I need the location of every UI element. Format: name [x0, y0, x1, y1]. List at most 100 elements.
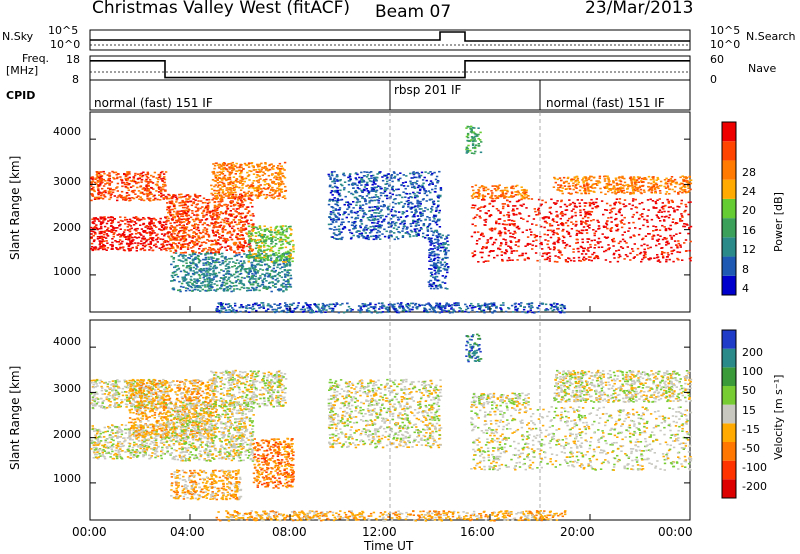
power-scatter-point [607, 217, 610, 219]
power-scatter-point [264, 162, 267, 164]
power-scatter-point [481, 251, 484, 254]
power-scatter-point [374, 209, 377, 211]
power-scatter-point [222, 240, 226, 242]
power-scatter-point [170, 247, 173, 250]
power-scatter-point [288, 256, 292, 258]
power-scatter-point [471, 252, 474, 254]
power-scatter-point [386, 183, 389, 185]
power-scatter-point [178, 210, 182, 213]
power-scatter-point [587, 238, 591, 240]
power-scatter-point [667, 202, 671, 204]
power-scatter-point [414, 205, 417, 207]
power-scatter-point [431, 251, 434, 254]
power-scatter-point [229, 192, 232, 194]
power-scatter-point [100, 192, 103, 195]
power-scatter-point [104, 196, 107, 198]
power-scatter-point [143, 242, 146, 244]
power-scatter-point [258, 225, 262, 227]
power-scatter-point [199, 253, 203, 255]
power-scatter-point [274, 261, 278, 264]
power-scatter-point [120, 195, 123, 197]
power-scatter-point [387, 213, 390, 216]
power-scatter-point [426, 234, 429, 236]
power-scatter-point [592, 219, 595, 221]
power-scatter-point [553, 246, 556, 248]
power-scatter-point [442, 242, 445, 244]
power-scatter-point [408, 235, 412, 238]
power-scatter-point [217, 251, 220, 254]
power-scatter-point [287, 272, 291, 274]
power-scatter-point [250, 170, 253, 173]
power-scatter-point [238, 251, 241, 254]
vel-cb-tick-200: 200 [742, 346, 763, 359]
power-scatter-point [160, 243, 163, 246]
xtick-3: 12:00 [362, 525, 397, 539]
power-scatter-point [175, 244, 179, 247]
power-scatter-point [491, 243, 494, 246]
power-scatter-point [259, 240, 263, 243]
power-scatter-point [516, 207, 519, 210]
power-scatter-point [97, 193, 100, 196]
power-scatter-point [386, 197, 389, 200]
power-scatter-point [220, 164, 223, 167]
power-scatter-point [433, 277, 437, 279]
power-scatter-point [365, 171, 369, 173]
power-scatter-point [274, 236, 277, 239]
power-scatter-point [653, 257, 656, 259]
power-scatter-point [488, 203, 491, 205]
power-scatter-point [214, 210, 217, 212]
power-scatter-point [175, 269, 179, 271]
power-scatter-point [342, 188, 346, 191]
power-scatter-point [278, 170, 282, 172]
power-scatter-point [202, 216, 205, 218]
power-scatter-point [162, 177, 165, 180]
power-scatter-point [202, 249, 206, 251]
power-scatter-point [283, 264, 286, 266]
power-scatter-point [332, 217, 335, 220]
power-scatter-point [210, 248, 213, 251]
power-scatter-point [97, 196, 100, 199]
power-scatter-point [183, 230, 186, 233]
power-scatter-point [247, 210, 251, 213]
power-scatter-point [147, 189, 151, 192]
power-scatter-point [240, 169, 243, 172]
power-scatter-point [445, 237, 449, 239]
power-scatter-point [619, 202, 622, 205]
power-scatter-point [672, 218, 675, 220]
power-scatter-point [104, 218, 107, 220]
power-scatter-point [256, 239, 259, 241]
power-scatter-point [152, 222, 155, 224]
power-scatter-point [247, 162, 251, 164]
power-scatter-point [206, 260, 209, 263]
power-scatter-point [380, 209, 383, 211]
power-scatter-point [174, 250, 178, 252]
power-scatter-point [265, 249, 268, 251]
power-scatter-point [358, 176, 361, 179]
power-scatter-point [262, 241, 266, 243]
power-scatter-point [153, 232, 156, 234]
power-scatter-point [389, 225, 393, 228]
power-scatter-point [285, 256, 288, 258]
power-scatter-point [235, 259, 239, 261]
power-scatter-point [237, 237, 241, 240]
power-scatter-point [91, 228, 95, 230]
power-scatter-point [276, 190, 279, 192]
power-scatter-point [265, 183, 269, 185]
nsearch-label: N.Search [746, 30, 796, 43]
power-scatter-point [327, 223, 331, 226]
power-scatter-point [270, 167, 274, 169]
power-scatter-point [198, 269, 201, 271]
power-scatter-point [354, 189, 358, 192]
power-scatter-point [244, 270, 247, 273]
power-scatter-point [362, 188, 366, 191]
power-scatter-point [254, 272, 257, 275]
power-scatter-point [419, 212, 422, 215]
power-scatter-point [200, 271, 203, 273]
power-scatter-point [90, 189, 93, 191]
power-scatter-point [202, 214, 205, 217]
power-scatter-point [537, 198, 541, 201]
power-scatter-point [97, 197, 101, 200]
power-scatter-point [240, 196, 243, 199]
power-scatter-point [190, 247, 193, 249]
power-scatter-point [661, 205, 665, 208]
